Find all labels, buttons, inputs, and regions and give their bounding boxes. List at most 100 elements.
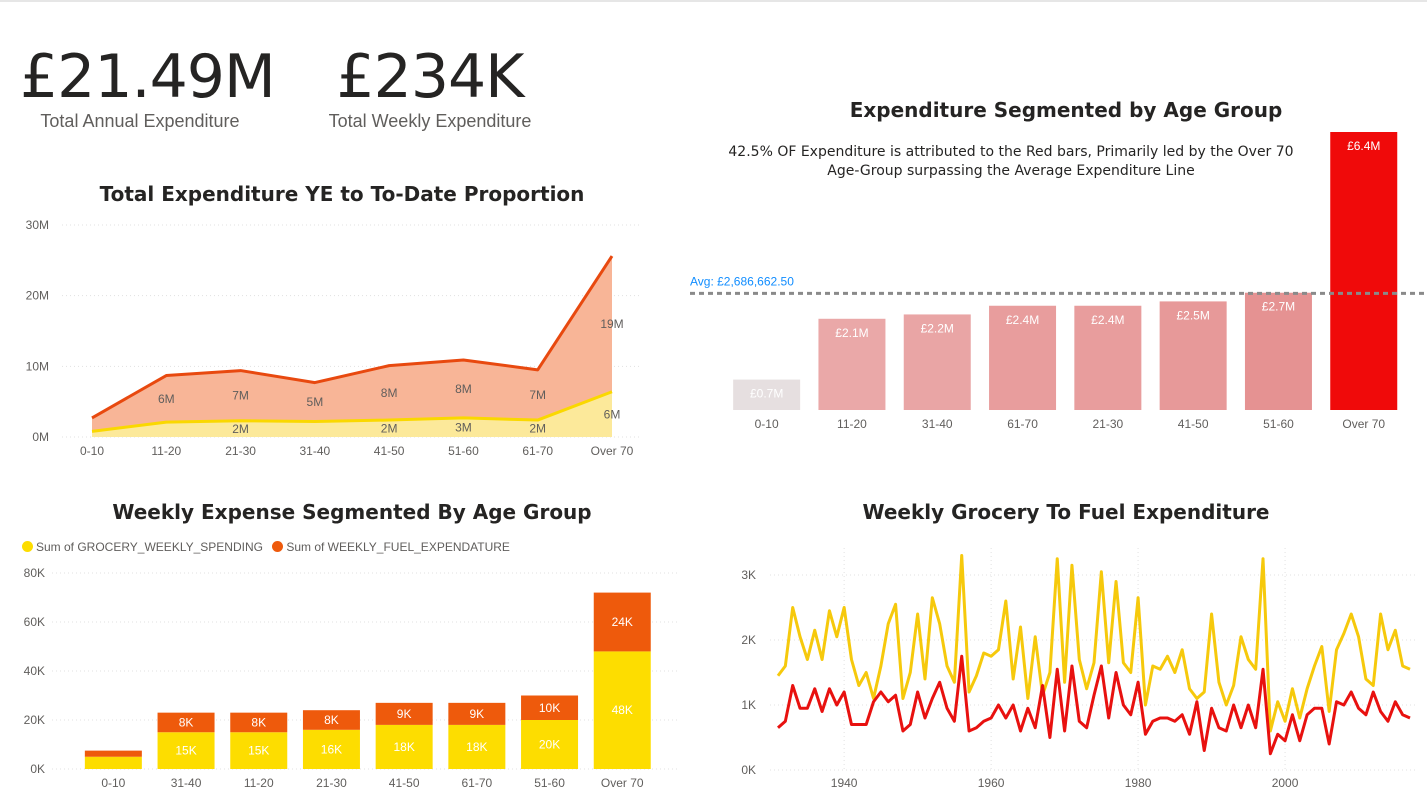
x-tick-label: Over 70 [1342, 417, 1385, 431]
y-tick-label: 40K [24, 664, 45, 678]
legend-item-fuel[interactable]: Sum of WEEKLY_FUEL_EXPENDATURE [272, 540, 510, 554]
x-tick-label: 41-50 [1178, 417, 1209, 431]
x-tick-label: 41-50 [389, 776, 420, 790]
inner-area-fill [92, 391, 612, 437]
fuel-data-label: 9K [470, 707, 485, 721]
x-tick-label: 51-60 [1263, 417, 1294, 431]
grocery-data-label: 20K [539, 738, 560, 752]
fuel-data-label: 8K [251, 715, 266, 729]
kpi-card-weekly: £234K Total Weekly Expenditure [320, 44, 540, 132]
x-tick-label: 51-60 [534, 776, 565, 790]
fuel-bar-segment [448, 702, 506, 725]
age-bar-data-label: £2.5M [1176, 308, 1209, 322]
annotation-line-1: 42.5% OF Expenditure is attributed to th… [728, 144, 1294, 160]
grocery-data-label: 48K [612, 703, 633, 717]
stacked-chart-legend: Sum of GROCERY_WEEKLY_SPENDING Sum of WE… [22, 540, 516, 554]
age-bar-data-label: £6.4M [1347, 139, 1380, 153]
timeline-line-chart: 0K 1K 2K 3K 1940 1960 1980 2000 [741, 548, 1418, 790]
x-tick-label: 0-10 [80, 444, 104, 458]
inner-data-label: 3M [455, 420, 472, 434]
fuel-data-label: 8K [324, 713, 339, 727]
y-tick-label: 0K [741, 763, 756, 777]
age-bar [1244, 292, 1312, 410]
grocery-data-label: 15K [175, 744, 196, 758]
age-bar-data-label: £2.7M [1262, 300, 1295, 314]
inner-data-label: 6M [604, 407, 621, 421]
y-tick-label: 2K [741, 633, 756, 647]
outer-data-label: 19M [600, 317, 623, 331]
age-bar-annotation: 42.5% OF Expenditure is attributed to th… [706, 143, 1316, 181]
x-tick-label: 31-40 [922, 417, 953, 431]
kpi-weekly-value: £234K [336, 42, 524, 112]
x-tick-label: 1980 [1125, 776, 1152, 790]
x-tick-label: 0-10 [755, 417, 779, 431]
outer-series-line [91, 255, 614, 420]
age-bar [989, 305, 1057, 410]
outer-data-label: 6M [158, 392, 175, 406]
inner-data-label: 2M [232, 422, 249, 436]
grocery-data-label: 16K [321, 742, 342, 756]
grocery-series-line [776, 554, 1411, 733]
fuel-bar-segment [375, 702, 433, 725]
fuel-data-label: 10K [539, 701, 560, 715]
y-tick-label: 20M [26, 289, 49, 303]
area-chart-title: Total Expenditure YE to To-Date Proporti… [99, 182, 585, 206]
average-line-label: Avg: £2,686,662.50 [690, 274, 794, 288]
legend-label-fuel: Sum of WEEKLY_FUEL_EXPENDATURE [286, 540, 510, 554]
fuel-bar-segment [230, 712, 288, 733]
grocery-bar-segment [521, 720, 579, 769]
outer-data-label: 7M [529, 388, 546, 402]
grocery-bar-segment [230, 732, 288, 769]
x-tick-label: 21-30 [225, 444, 256, 458]
inner-data-label: 2M [529, 422, 546, 436]
legend-label-grocery: Sum of GROCERY_WEEKLY_SPENDING [36, 540, 263, 554]
timeline-chart-title: Weekly Grocery To Fuel Expenditure [862, 500, 1270, 524]
outer-data-label: 7M [232, 389, 249, 403]
fuel-bar-segment [84, 750, 142, 757]
y-tick-label: 3K [741, 568, 756, 582]
legend-item-grocery[interactable]: Sum of GROCERY_WEEKLY_SPENDING [22, 540, 263, 554]
y-tick-label: 30M [26, 218, 49, 232]
x-tick-label: 21-30 [316, 776, 347, 790]
age-bar-data-label: £2.2M [921, 321, 954, 335]
legend-dot-fuel [272, 541, 284, 552]
age-bar [903, 314, 971, 410]
x-tick-label: 11-20 [151, 444, 181, 458]
top-border [0, 0, 1427, 2]
fuel-bar-segment [302, 710, 360, 730]
age-bar [1159, 301, 1227, 410]
age-bar-data-label: £0.7M [750, 387, 783, 401]
grocery-bar-segment [157, 732, 215, 769]
annotation-line-2: Age-Group surpassing the Average Expendi… [827, 163, 1195, 179]
outer-data-label: 8M [455, 382, 472, 396]
age-bar-chart-title: Expenditure Segmented by Age Group [849, 98, 1283, 122]
x-tick-label: 61-70 [522, 444, 553, 458]
grocery-bar-segment [593, 651, 651, 769]
stacked-bar-chart: 0K 20K 40K 60K 80K 0-10 15K 8K 31-40 15K 8K 11-20 16… [24, 566, 680, 790]
x-tick-label: 61-70 [1007, 417, 1038, 431]
fuel-bar-segment [593, 592, 651, 652]
fuel-bar-segment [521, 695, 579, 720]
outer-data-label: 5M [307, 395, 324, 409]
grocery-bar-segment [448, 724, 506, 769]
outer-data-label: 8M [381, 386, 398, 400]
fuel-data-label: 24K [612, 615, 633, 629]
grocery-data-label: 18K [393, 740, 414, 754]
inner-series-line [91, 390, 613, 433]
age-bar-data-label: £2.1M [835, 326, 868, 340]
y-tick-label: 20K [24, 713, 45, 727]
stacked-chart-title: Weekly Expense Segmented By Age Group [112, 500, 592, 524]
grocery-data-label: 18K [466, 740, 487, 754]
fuel-data-label: 8K [179, 715, 194, 729]
y-tick-label: 0M [32, 430, 49, 444]
x-tick-label: Over 70 [601, 776, 644, 790]
y-tick-label: 0K [30, 762, 45, 776]
age-bar-data-label: £2.4M [1006, 313, 1039, 327]
x-tick-label: 1940 [831, 776, 858, 790]
x-tick-label: 11-20 [244, 776, 274, 790]
y-tick-label: 60K [24, 615, 45, 629]
y-tick-label: 80K [24, 566, 45, 580]
x-tick-label: 31-40 [171, 776, 202, 790]
outer-area-fill [92, 256, 612, 432]
x-tick-label: 31-40 [300, 444, 331, 458]
